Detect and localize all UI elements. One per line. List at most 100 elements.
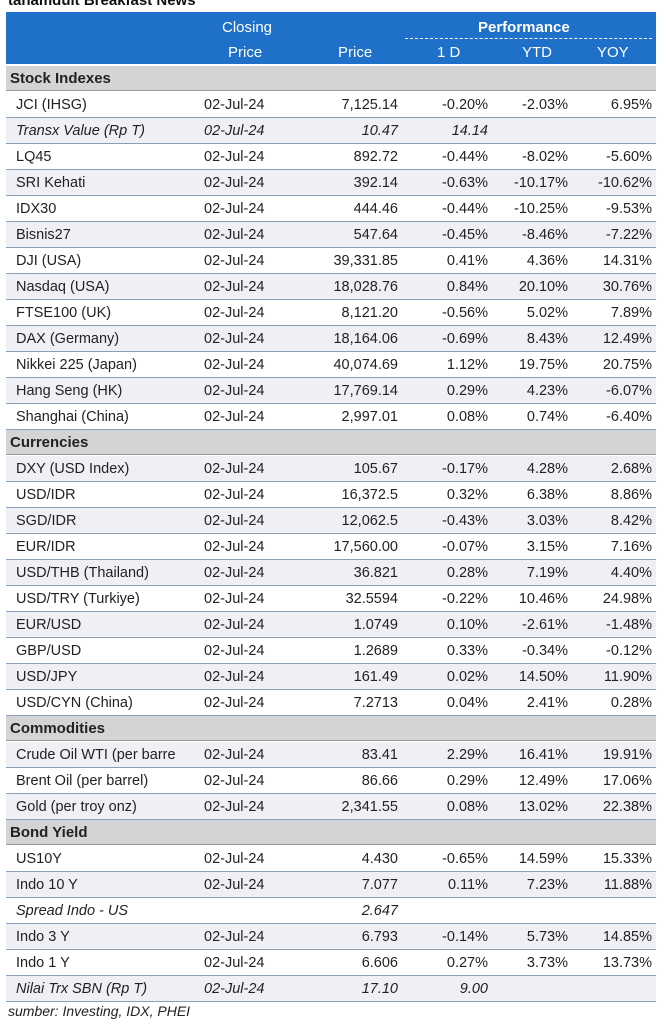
cell-ytd: 4.23%: [526, 383, 568, 399]
cell-ytd: -10.25%: [513, 201, 568, 217]
cell-date: 02-Jul-24: [204, 669, 265, 685]
cell-price: 12,062.5: [341, 513, 398, 529]
cell-date: 02-Jul-24: [204, 929, 265, 945]
cell-label: DXY (USD Index): [16, 461, 130, 477]
cell-d1: -0.14%: [442, 929, 488, 945]
cell-ytd: 4.28%: [526, 461, 568, 477]
cell-d1: 0.84%: [446, 279, 488, 295]
cell-ytd: -8.02%: [522, 149, 568, 165]
cell-date: 02-Jul-24: [204, 123, 265, 139]
cell-label: GBP/USD: [16, 643, 82, 659]
table-row: LQ45 02-Jul-24 892.72 -0.44% -8.02% -5.60%: [6, 144, 656, 170]
cell-date: 02-Jul-24: [204, 539, 265, 555]
cell-d1: -0.69%: [442, 331, 488, 347]
cell-ytd: -0.34%: [522, 643, 568, 659]
cell-yoy: -9.53%: [606, 201, 652, 217]
cell-price: 32.5594: [345, 591, 398, 607]
cell-date: 02-Jul-24: [204, 331, 265, 347]
cell-d1: -0.44%: [442, 149, 488, 165]
cell-date: 02-Jul-24: [204, 201, 265, 217]
col-header: YOY: [597, 44, 629, 61]
table-row: GBP/USD 02-Jul-24 1.2689 0.33% -0.34% -0.12%: [6, 638, 656, 664]
cell-yoy: 19.91%: [602, 747, 652, 763]
cell-ytd: 5.02%: [526, 305, 568, 321]
cell-yoy: -1.48%: [606, 617, 652, 633]
cell-yoy: -5.60%: [606, 149, 652, 165]
cell-yoy: 24.98%: [602, 591, 652, 607]
cell-yoy: 6.95%: [610, 97, 652, 113]
cell-label: Shanghai (China): [16, 409, 129, 425]
cell-d1: 14.14: [451, 123, 488, 139]
cell-ytd: 0.74%: [526, 409, 568, 425]
cell-date: 02-Jul-24: [204, 643, 265, 659]
table-row: Indo 3 Y 02-Jul-24 6.793 -0.14% 5.73% 14.85%: [6, 924, 656, 950]
cell-ytd: 7.19%: [526, 565, 568, 581]
cell-yoy: 13.73%: [602, 955, 652, 971]
cell-ytd: -10.17%: [513, 175, 568, 191]
cell-price: 161.49: [353, 669, 398, 685]
cell-label: EUR/USD: [16, 617, 82, 633]
cell-d1: -0.65%: [442, 851, 488, 867]
section-title: Commodities: [10, 720, 106, 737]
col-header: Price: [228, 44, 263, 61]
cell-label: Indo 1 Y: [16, 955, 70, 971]
cell-yoy: 7.16%: [610, 539, 652, 555]
table-row: Nasdaq (USA) 02-Jul-24 18,028.76 0.84% 20.10…: [6, 274, 656, 300]
cell-d1: 0.41%: [446, 253, 488, 269]
table-row: DXY (USD Index) 02-Jul-24 105.67 -0.17% 4.28…: [6, 456, 656, 482]
cell-date: 02-Jul-24: [204, 279, 265, 295]
cell-ytd: 6.38%: [526, 487, 568, 503]
cell-d1: 0.29%: [446, 383, 488, 399]
cell-price: 17,560.00: [333, 539, 398, 555]
cell-ytd: 4.36%: [526, 253, 568, 269]
col-header: Price: [338, 44, 373, 61]
cell-label: USD/JPY: [16, 669, 78, 685]
cell-date: 02-Jul-24: [204, 97, 265, 113]
cell-ytd: 20.10%: [518, 279, 568, 295]
cell-yoy: 0.28%: [610, 695, 652, 711]
cell-date: 02-Jul-24: [204, 513, 265, 529]
cell-price: 18,028.76: [333, 279, 398, 295]
cell-label: US10Y: [16, 851, 62, 867]
cell-date: 02-Jul-24: [204, 877, 265, 893]
cell-price: 17.10: [361, 981, 398, 997]
cell-label: Nilai Trx SBN (Rp T): [16, 981, 148, 997]
cell-price: 86.66: [361, 773, 398, 789]
cell-d1: -0.20%: [442, 97, 488, 113]
cell-yoy: 22.38%: [602, 799, 652, 815]
cell-d1: 2.29%: [446, 747, 488, 763]
cell-d1: -0.44%: [442, 201, 488, 217]
cell-d1: 0.04%: [446, 695, 488, 711]
table-row: USD/JPY 02-Jul-24 161.49 0.02% 14.50% 11.90%: [6, 664, 656, 690]
cell-price: 2.647: [361, 903, 398, 919]
table-row: EUR/USD 02-Jul-24 1.0749 0.10% -2.61% -1.48%: [6, 612, 656, 638]
table-row: DAX (Germany) 02-Jul-24 18,164.06 -0.69% 8.4…: [6, 326, 656, 352]
cell-yoy: 20.75%: [602, 357, 652, 373]
cell-price: 18,164.06: [333, 331, 398, 347]
cell-yoy: 17.06%: [602, 773, 652, 789]
cell-yoy: 7.89%: [610, 305, 652, 321]
cell-price: 6.793: [361, 929, 398, 945]
cell-d1: 1.12%: [446, 357, 488, 373]
cell-date: 02-Jul-24: [204, 487, 265, 503]
cell-price: 1.2689: [353, 643, 398, 659]
table-row: Indo 1 Y 02-Jul-24 6.606 0.27% 3.73% 13.73%: [6, 950, 656, 976]
cell-date: 02-Jul-24: [204, 409, 265, 425]
cell-price: 83.41: [361, 747, 398, 763]
table-row: Spread Indo - US 2.647: [6, 898, 656, 924]
table-row: SRI Kehati 02-Jul-24 392.14 -0.63% -10.17% -1…: [6, 170, 656, 196]
cell-price: 444.46: [353, 201, 398, 217]
cell-yoy: -10.62%: [597, 175, 652, 191]
table-row: USD/IDR 02-Jul-24 16,372.5 0.32% 6.38% 8.86%: [6, 482, 656, 508]
cell-date: 02-Jul-24: [204, 747, 265, 763]
cell-label: Gold (per troy onz): [16, 799, 137, 815]
cell-d1: 0.08%: [446, 409, 488, 425]
cell-yoy: 11.90%: [603, 669, 652, 685]
cell-date: 02-Jul-24: [204, 565, 265, 581]
cell-d1: 9.00: [459, 981, 488, 997]
cell-label: USD/CYN (China): [16, 695, 133, 711]
section-header: Stock Indexes: [6, 66, 656, 91]
table-row: DJI (USA) 02-Jul-24 39,331.85 0.41% 4.36% 14.…: [6, 248, 656, 274]
cell-d1: -0.45%: [442, 227, 488, 243]
